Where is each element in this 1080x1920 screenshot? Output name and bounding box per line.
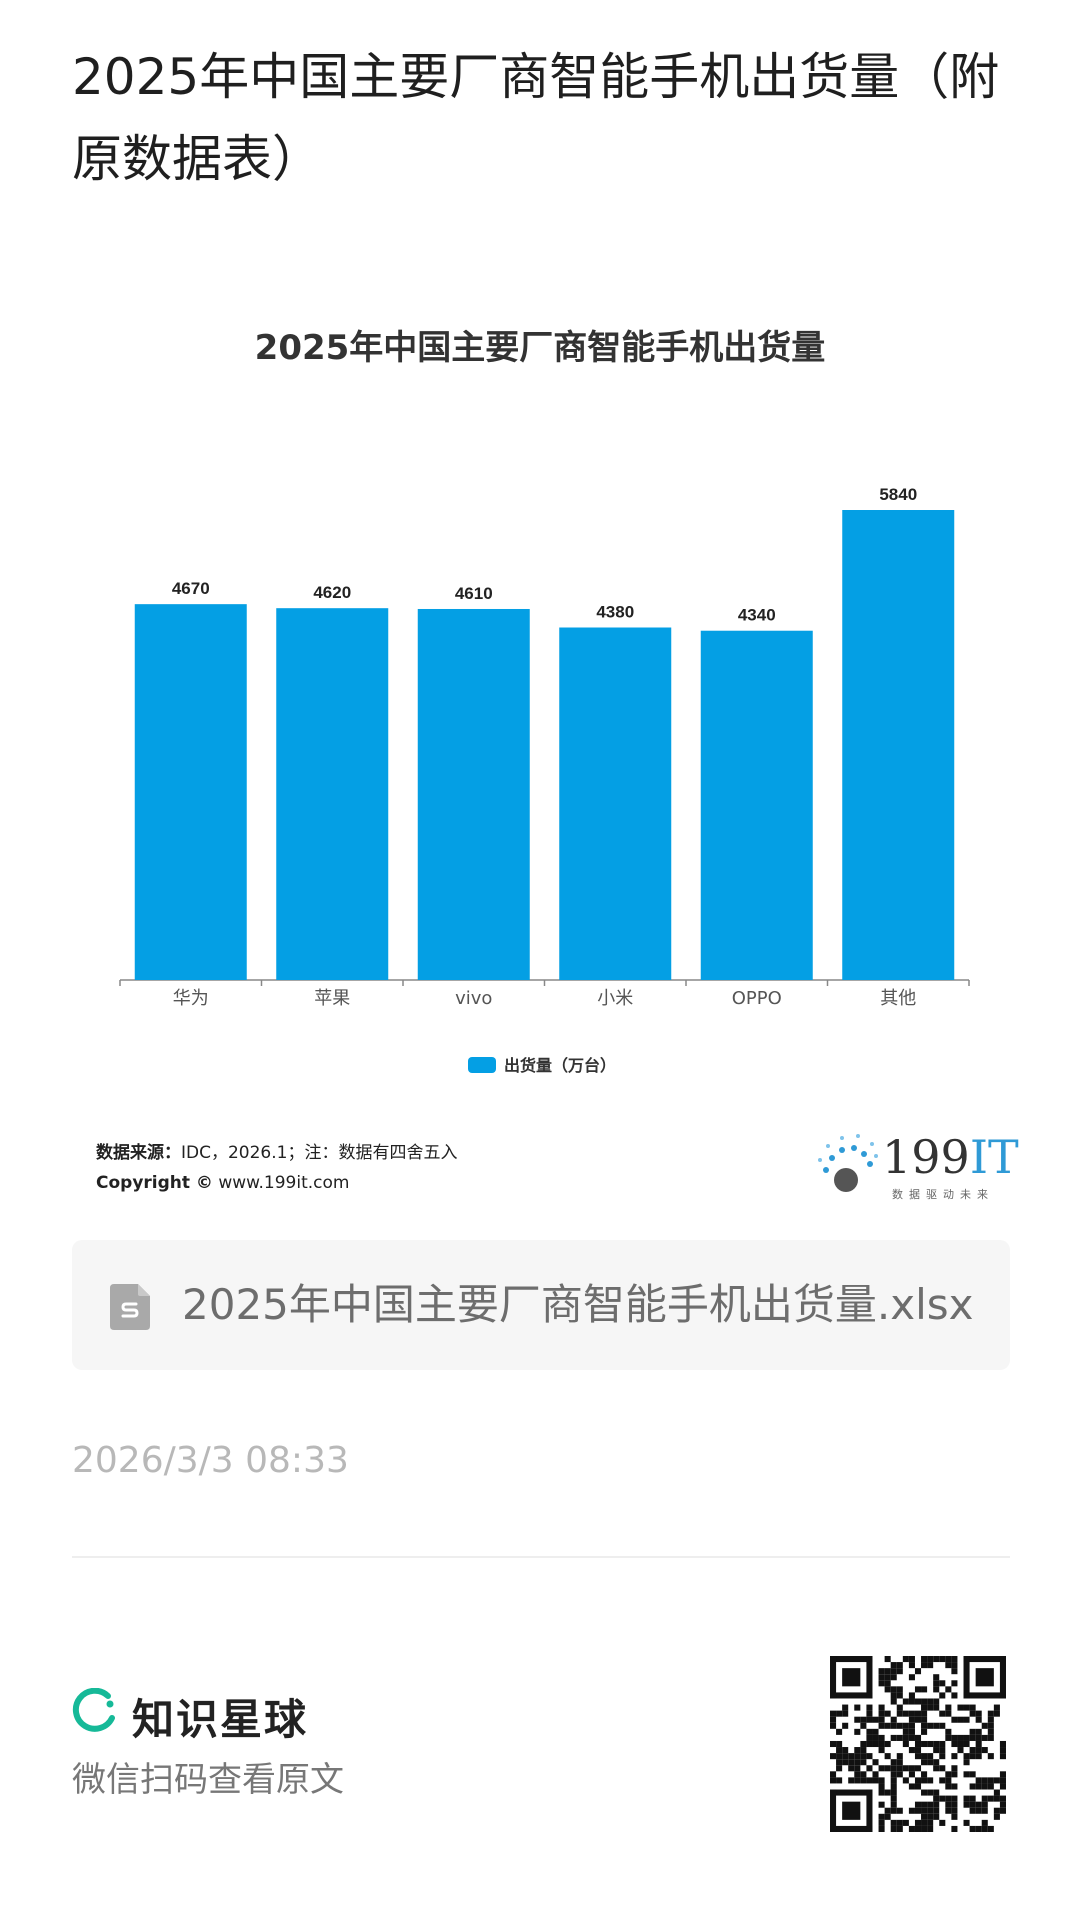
qr-code[interactable] bbox=[830, 1656, 1006, 1832]
divider bbox=[72, 1556, 1010, 1558]
source-label: 数据来源： bbox=[96, 1143, 181, 1163]
x-tick-label: 苹果 bbox=[314, 988, 350, 1009]
source-note: 数据来源：IDC，2026.1；注：数据有四舍五入 Copyright © ww… bbox=[96, 1138, 457, 1198]
data-label: 4610 bbox=[455, 584, 493, 603]
source-text: IDC，2026.1；注：数据有四舍五入 bbox=[181, 1143, 458, 1163]
chart-title: 2025年中国主要厂商智能手机出货量 bbox=[254, 328, 826, 368]
attachment-card[interactable]: 2025年中国主要厂商智能手机出货量.xlsx bbox=[72, 1240, 1010, 1370]
legend-label: 出货量（万台） bbox=[504, 1056, 616, 1075]
data-label: 5840 bbox=[879, 485, 917, 504]
bar bbox=[842, 510, 955, 980]
copyright-site: www.199it.com bbox=[218, 1173, 350, 1193]
scan-hint: 微信扫码查看原文 bbox=[72, 1760, 344, 1800]
x-tick-label: vivo bbox=[455, 988, 492, 1009]
bar bbox=[700, 630, 813, 980]
zsxq-logo-icon bbox=[72, 1688, 115, 1732]
attachment-file-name: 2025年中国主要厂商智能手机出货量.xlsx bbox=[182, 1280, 974, 1329]
x-tick-label: 华为 bbox=[173, 988, 209, 1009]
bar bbox=[276, 608, 389, 980]
data-label: 4670 bbox=[172, 579, 210, 598]
brand-name: 知识星球 bbox=[132, 1695, 309, 1744]
bar bbox=[134, 604, 247, 980]
logo-tagline: 数据驱动未来 bbox=[892, 1188, 994, 1201]
bar bbox=[417, 608, 530, 980]
x-tick-label: 小米 bbox=[597, 988, 633, 1009]
bar bbox=[559, 627, 672, 980]
data-label: 4620 bbox=[313, 583, 351, 602]
legend-swatch bbox=[468, 1057, 496, 1073]
post-timestamp: 2026/3/3 08:33 bbox=[72, 1440, 349, 1481]
copyright-label: Copyright © bbox=[96, 1173, 213, 1193]
199it-logo: 199IT 数据驱动未来 bbox=[812, 1130, 1019, 1202]
bar-chart: 4670 华为 4620 苹果 4610 vivo 4380 小米 4340 OPPO 5840 其他… bbox=[119, 485, 970, 1075]
page-title: 2025年中国主要厂商智能手机出货量（附原数据表） bbox=[72, 48, 1000, 188]
logo-text-main: 199 bbox=[882, 1130, 970, 1184]
data-label: 4340 bbox=[738, 606, 776, 625]
logo-text-accent: IT bbox=[969, 1130, 1019, 1184]
x-tick-label: 其他 bbox=[880, 988, 916, 1009]
chart-image[interactable]: 4670 华为 4620 苹果 4610 vivo 4380 小米 4340 OPPO 5840 其他… bbox=[72, 290, 1019, 1220]
spreadsheet-file-icon bbox=[110, 1284, 150, 1330]
x-tick-label: OPPO bbox=[732, 988, 782, 1009]
logo-dots-icon bbox=[818, 1134, 878, 1192]
data-label: 4380 bbox=[596, 603, 634, 622]
